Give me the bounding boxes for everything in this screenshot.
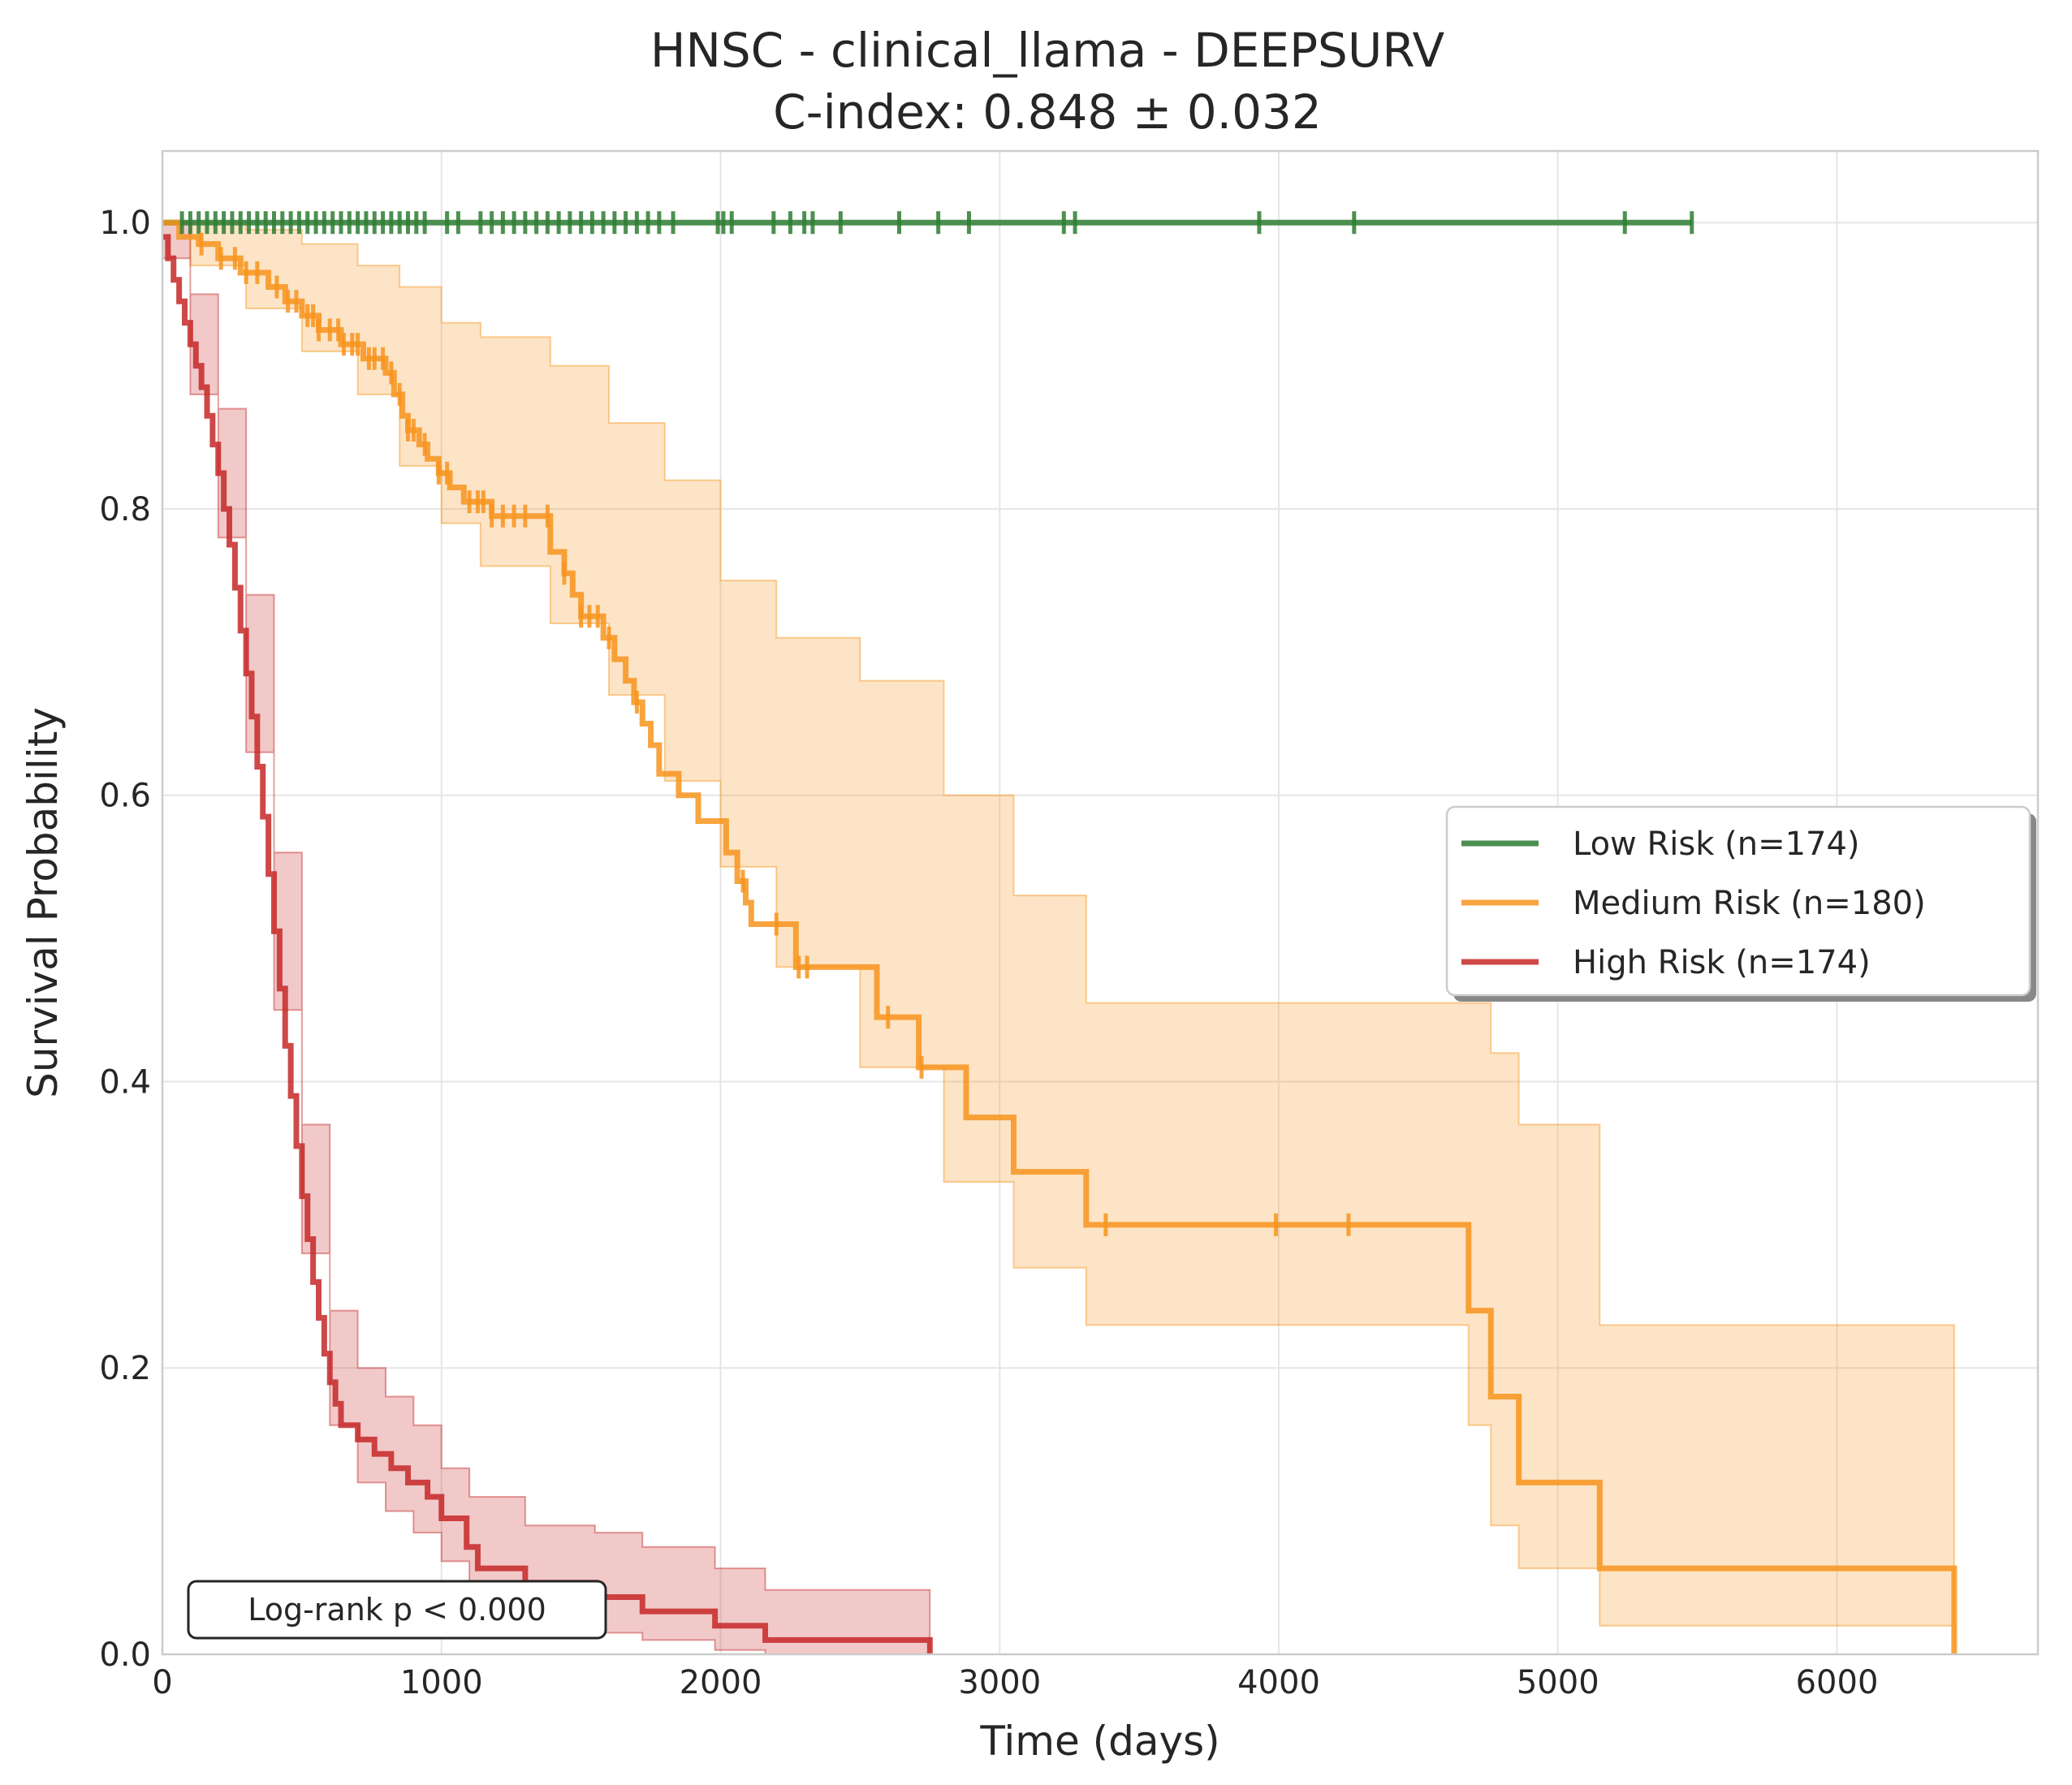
y-tick-label: 0.8 <box>99 491 151 528</box>
legend: Low Risk (n=174) Medium Risk (n=180) High … <box>1445 805 2036 1002</box>
y-tick-label: 0.2 <box>99 1350 151 1387</box>
plot-frame <box>161 149 2040 1656</box>
logrank-box <box>187 1580 607 1640</box>
y-tick-label: 0.6 <box>99 778 151 815</box>
x-tick-label: 6000 <box>1796 1664 1879 1701</box>
y-tick-label: 0.4 <box>99 1063 151 1101</box>
y-tick-label: 1.0 <box>99 205 151 242</box>
legend-items: Low Risk (n=174) Medium Risk (n=180) High … <box>1461 826 1926 981</box>
x-tick-label: 3000 <box>958 1664 1041 1701</box>
x-tick-label: 4000 <box>1237 1664 1320 1701</box>
low-risk-legend-label: Low Risk (n=174) <box>1573 826 1860 863</box>
chart-title: HNSC - clinical_llama - DEEPSURV <box>650 23 1445 78</box>
logrank-text: Log-rank p < 0.000 <box>248 1592 546 1628</box>
high-risk-curve <box>162 234 933 1654</box>
x-tick-label: 5000 <box>1517 1664 1599 1701</box>
high-risk-legend-label: High Risk (n=174) <box>1573 944 1871 981</box>
x-axis-label: Time (days) <box>979 1718 1219 1765</box>
legend-box <box>1445 805 2031 997</box>
medium-risk-legend-label: Medium Risk (n=180) <box>1573 885 1926 922</box>
y-axis-ticks: 0.0 0.2 0.4 0.6 0.8 1.0 <box>99 205 151 1674</box>
y-axis-label: Survival Probability <box>19 707 67 1098</box>
y-tick-label: 0.0 <box>99 1636 151 1674</box>
x-tick-label: 0 <box>152 1664 172 1701</box>
chart-subtitle: C-index: 0.848 ± 0.032 <box>773 84 1322 140</box>
censor-marks <box>179 211 1694 1236</box>
x-axis-ticks: 0 1000 2000 3000 4000 5000 6000 <box>152 1664 1878 1701</box>
x-tick-label: 1000 <box>400 1664 483 1701</box>
x-tick-label: 2000 <box>680 1664 762 1701</box>
logrank-annotation: Log-rank p < 0.000 <box>187 1580 607 1640</box>
